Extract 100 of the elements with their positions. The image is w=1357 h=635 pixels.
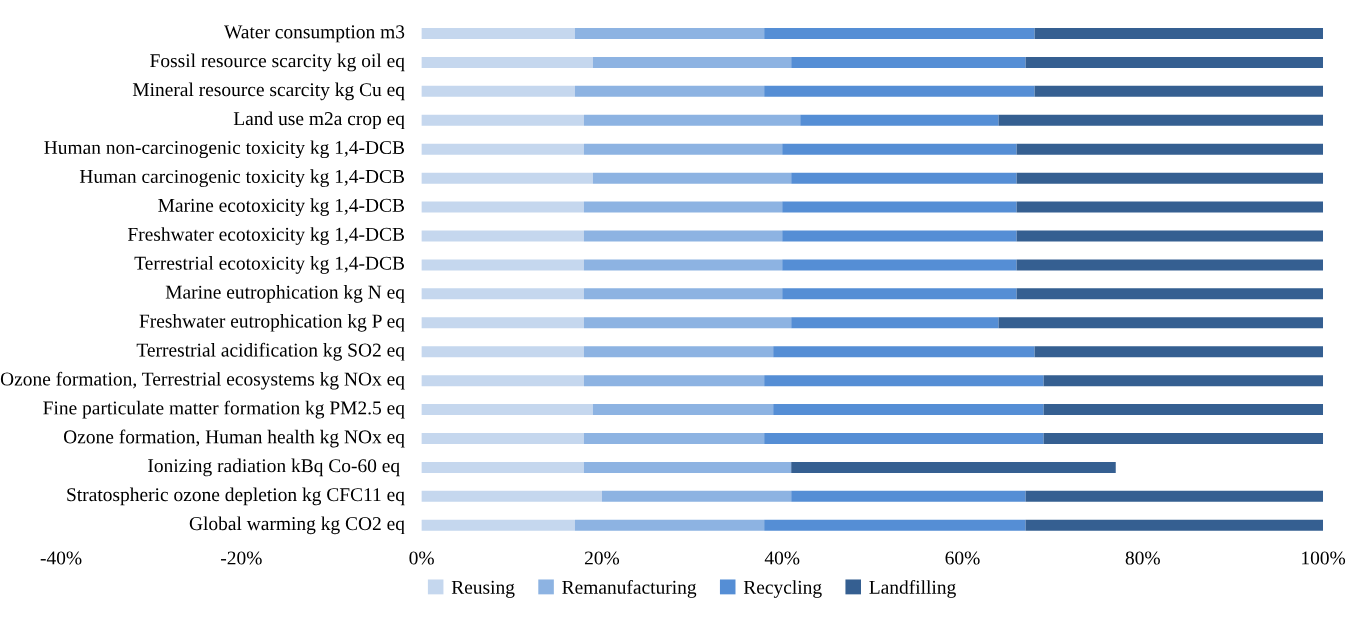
y-tick-label: Ozone formation, Human health kg NOx eq (63, 429, 405, 448)
bar (583, 346, 774, 358)
bar (1025, 56, 1324, 68)
bar (421, 56, 593, 68)
bar (791, 172, 1017, 184)
y-tick-label: Water consumption m3 (224, 25, 405, 43)
bar (791, 490, 1026, 502)
bar (764, 519, 1026, 531)
bar (583, 288, 783, 300)
y-tick-label: Stratospheric ozone depletion kg CFC11 eq (67, 487, 405, 506)
bar (998, 317, 1324, 329)
bar (421, 433, 584, 444)
bar (421, 85, 575, 97)
x-tick-label: 60% (945, 551, 980, 565)
y-tick-label: Marine ecotoxicity kg 1,4-DCB (158, 198, 405, 216)
x-tick-label: 40% (764, 551, 800, 565)
legend-label: Reusing (451, 580, 515, 598)
bar (421, 404, 593, 416)
bar (421, 114, 584, 126)
bar (1025, 490, 1324, 502)
bar (1016, 230, 1324, 242)
y-tick-label: Ozone formation, Terrestrial ecosystems kg NOx eq (0, 371, 405, 390)
bar (764, 85, 1035, 97)
y-tick-label: Land use m2a crop eq (233, 111, 405, 130)
bar (1025, 519, 1324, 531)
bar (574, 519, 765, 531)
bar (782, 201, 1017, 213)
bar (791, 317, 999, 329)
bar (1016, 259, 1324, 271)
bar (421, 519, 575, 531)
x-tick-label: 0% (409, 551, 434, 565)
bar (782, 288, 1017, 300)
bar (421, 230, 584, 242)
bar (782, 143, 1017, 155)
y-tick-label: Human carcinogenic toxicity kg 1,4-DCB (79, 169, 405, 187)
bar (800, 114, 999, 126)
bar (791, 461, 1116, 473)
x-tick-label: 20% (584, 551, 620, 565)
bar (764, 28, 1035, 40)
y-tick-label: Terrestrial ecotoxicity kg 1,4-DCB (134, 256, 405, 274)
y-tick-label: Ionizing radiation kBq Co-60 eq (148, 458, 400, 477)
bar (421, 28, 575, 40)
bar (1016, 143, 1324, 155)
bar (1016, 172, 1324, 184)
y-tick-label: Marine eutrophication kg N eq (165, 285, 405, 303)
bar (421, 259, 584, 271)
bar (592, 404, 774, 416)
legend-label: Recycling (743, 580, 822, 598)
bar (773, 346, 1035, 358)
bar (1043, 404, 1324, 416)
bar (583, 259, 783, 271)
y-tick-label: Human non-carcinogenic toxicity kg 1,4-DCB (44, 140, 405, 159)
bar (421, 490, 602, 502)
bar (421, 375, 584, 387)
y-tick-label: Freshwater eutrophication kg P eq (139, 313, 405, 332)
y-tick-label: Mineral resource scarcity kg Cu eq (132, 82, 405, 101)
bar (1043, 375, 1324, 387)
x-tick-label: -40% (40, 551, 82, 565)
bar (574, 28, 765, 40)
bar (421, 143, 584, 155)
bar (574, 85, 765, 97)
bar (583, 230, 783, 242)
x-tick-label: -20% (221, 551, 262, 565)
bar (421, 461, 584, 473)
bar (583, 114, 801, 126)
bar (782, 259, 1017, 271)
bar (421, 288, 584, 300)
bar (583, 375, 765, 387)
bar (583, 433, 765, 444)
bar (1043, 433, 1324, 444)
bar (782, 230, 1017, 242)
x-tick-label: 100% (1302, 551, 1346, 565)
y-tick-label: Fossil resource scarcity kg oil eq (150, 53, 405, 72)
y-tick-label: Freshwater ecotoxicity kg 1,4-DCB (127, 227, 405, 245)
bar (1034, 85, 1324, 97)
bar (773, 404, 1044, 416)
bar (583, 317, 792, 329)
bar (1034, 346, 1324, 358)
bar (1034, 28, 1324, 40)
legend-label: Remanufacturing (562, 579, 697, 598)
bar (764, 375, 1044, 387)
y-tick-label: Terrestrial acidification kg SO2 eq (136, 342, 405, 361)
bar (764, 433, 1044, 444)
bar (601, 490, 792, 502)
y-tick-label: Global warming kg CO2 eq (189, 516, 405, 535)
bar (1016, 201, 1324, 213)
bar (592, 56, 792, 68)
bar (583, 201, 783, 213)
bar (421, 172, 593, 184)
bar (998, 114, 1324, 126)
bar (1016, 288, 1324, 300)
bar (583, 143, 783, 155)
bar (583, 461, 792, 473)
bar (421, 201, 584, 213)
legend-label: Landfilling (869, 579, 956, 598)
bar (421, 346, 584, 358)
y-tick-label: Fine particulate matter formation kg PM2.5 eq (43, 400, 405, 419)
bar (791, 56, 1026, 68)
x-tick-label: 80% (1125, 551, 1160, 565)
bar (421, 317, 584, 329)
